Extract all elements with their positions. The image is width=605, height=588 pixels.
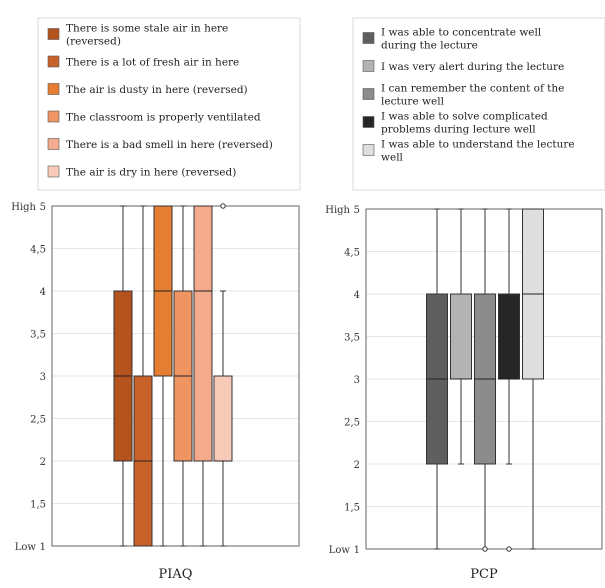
y-tick-label: 3,5 — [30, 330, 46, 341]
legend-swatch — [362, 60, 375, 72]
y-high-label: High — [11, 202, 36, 213]
legend-swatch — [47, 138, 60, 150]
legend-swatch — [47, 55, 60, 68]
legend-swatch — [47, 83, 60, 95]
legend-label: There is a lot of fresh air in here — [66, 57, 239, 69]
y-tick-label: 4 — [40, 287, 46, 298]
y-tick-label: 1 — [354, 545, 360, 556]
y-low-label: Low — [329, 545, 351, 556]
y-tick-label: 4 — [354, 290, 360, 301]
y-tick-label: 2 — [40, 457, 46, 468]
x-axis-label: PIAQ — [159, 567, 193, 582]
y-tick-label: 1 — [40, 542, 46, 553]
y-tick-label: 2,5 — [30, 415, 46, 426]
legend-swatch — [47, 28, 60, 40]
y-tick-label: 1,5 — [344, 503, 360, 514]
legend-frame — [37, 17, 301, 191]
outlier-point — [220, 203, 226, 209]
y-tick-label: 4,5 — [344, 248, 360, 259]
legend-swatch — [362, 144, 375, 156]
legend-frame — [352, 17, 605, 191]
outlier-point — [506, 546, 512, 552]
legend-label: I was able to concentrate well during the… — [381, 27, 542, 52]
y-tick-label: 3,5 — [344, 333, 360, 344]
legend-swatch — [362, 88, 375, 100]
legend-label: The air is dusty in here (reversed) — [66, 84, 248, 96]
box — [213, 375, 233, 462]
y-tick-label: 3 — [354, 375, 360, 386]
box — [450, 293, 472, 380]
y-high-label: High — [325, 205, 350, 216]
y-tick-label: 3 — [40, 372, 46, 383]
y-tick-label: 4,5 — [30, 245, 46, 256]
y-tick-label: 2 — [354, 460, 360, 471]
legend-label: The classroom is properly ventilated — [66, 112, 261, 124]
chart-panel-2: I was able to concentrate well during the… — [325, 17, 605, 582]
y-tick-label: 2,5 — [344, 418, 360, 429]
y-tick-label: 1,5 — [30, 500, 46, 511]
y-low-label: Low — [15, 542, 37, 553]
box — [193, 205, 213, 462]
y-tick-label: 5 — [40, 202, 46, 213]
legend-label: I was able to understand the lecture well — [381, 139, 575, 164]
legend-swatch — [362, 32, 375, 44]
plot-frame — [51, 205, 300, 547]
legend-swatch — [362, 116, 375, 128]
box — [498, 293, 520, 380]
legend-label: There is some stale air in here (reversed… — [66, 23, 228, 48]
legend-swatch — [47, 110, 60, 123]
y-tick-label: 5 — [354, 205, 360, 216]
legend-label: The air is dry in here (reversed) — [66, 167, 236, 179]
legend-label: I was very alert during the lecture — [381, 61, 564, 73]
legend-label: I was able to solve complicated problems … — [381, 111, 548, 136]
outlier-point — [482, 546, 488, 552]
chart-panel-1: There is some stale air in here (reversed… — [11, 17, 301, 582]
x-axis-label: PCP — [470, 567, 498, 582]
legend-swatch — [47, 165, 60, 178]
legend-label: I can remember the content of the lecture… — [381, 83, 564, 108]
legend-label: There is a bad smell in here (reversed) — [66, 139, 273, 151]
